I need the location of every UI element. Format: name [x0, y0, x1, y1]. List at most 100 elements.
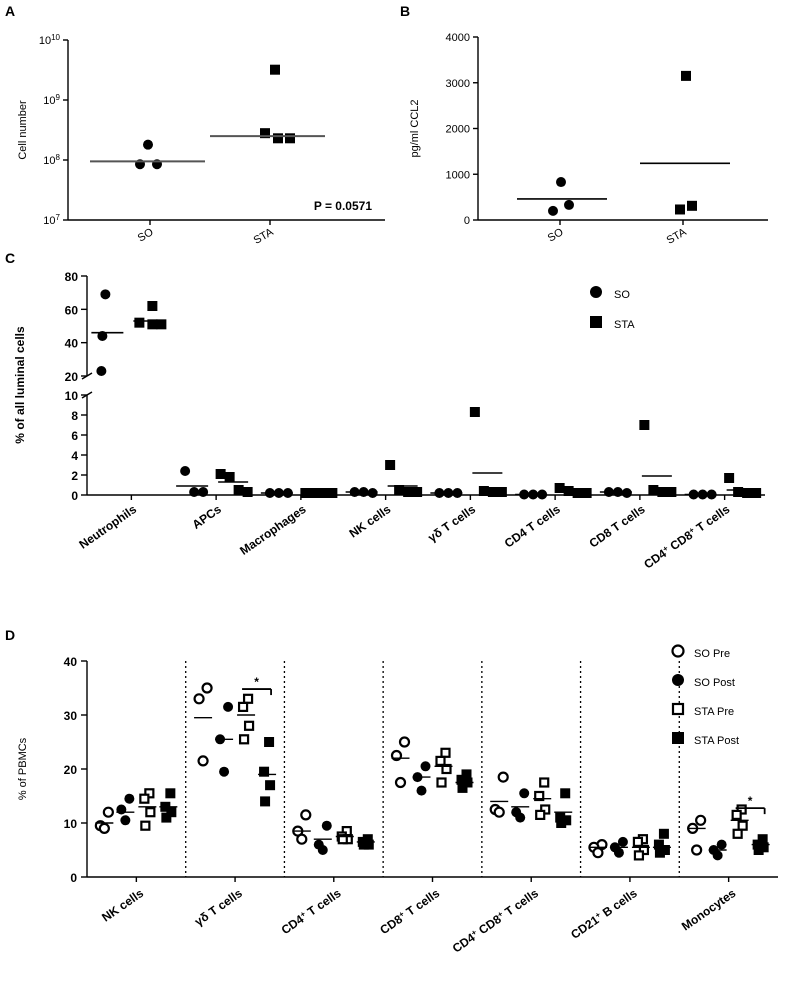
panel-d-y-axis-title: % of PBMCs [17, 737, 29, 800]
panel-d-point-sta-post [456, 774, 467, 785]
panel-d-x-tick-label: Monocytes [679, 886, 739, 934]
panel-c-point-so [100, 289, 111, 300]
panel-c-point-sta [572, 488, 583, 498]
panel-c-x-tick-label: Neutrophils [76, 502, 139, 552]
panel-d-point-so-post [420, 761, 431, 772]
panel-c-point-sta [215, 469, 226, 479]
panel-c-point-sta [666, 487, 677, 497]
panel-d-significance-star: * [254, 675, 259, 689]
panel-d-point-sta-pre [139, 793, 150, 804]
panel-d-point-so-post [120, 815, 131, 826]
panel-a-y-tick-label: 1010 [39, 33, 61, 48]
panel-d-point-sta-pre [140, 820, 151, 831]
panel-c-legend-marker [590, 286, 602, 298]
panel-d-legend-label: SO Pre [694, 648, 730, 660]
panel-c-y-tick-label: 4 [71, 449, 78, 463]
panel-c-point-sta [724, 473, 735, 483]
panel-d-point-sta-pre [145, 807, 156, 818]
panel-c-x-tick-label: CD4+ CD8+ T cells [641, 501, 733, 571]
panel-d-x-tick-label: CD21+ B cells [568, 885, 640, 941]
panel-c-x-tick-label: Macrophages [237, 502, 309, 558]
panel-b-point-so [564, 199, 574, 210]
panel-c-point-so [96, 366, 107, 376]
panel-d-point-sta-pre [632, 836, 644, 848]
panel-b-point-sta [681, 70, 691, 81]
panel-d-point-sta-pre [731, 809, 742, 821]
panel-d-legend-marker [671, 644, 685, 658]
panel-c-legend-label-sta: STA [614, 319, 635, 331]
panel-d-point-sta-pre [242, 693, 254, 704]
panel-d-point-so-post [613, 847, 624, 858]
panel-d-point-sta-post [555, 812, 566, 823]
panel-c-y-tick-label: 6 [71, 429, 78, 443]
panel-d-point-so-pre [695, 814, 707, 826]
panel-d-point-sta-pre [237, 701, 249, 713]
panel-d-point-sta-post [461, 769, 472, 780]
panel-a-y-tick-label: 108 [43, 153, 60, 168]
panel-b-y-tick-label: 3000 [446, 78, 470, 90]
panel-d-point-so-post [116, 804, 127, 815]
panel-d-point-sta-post [166, 807, 177, 818]
panel-a-point-sta [270, 64, 280, 75]
panel-c-point-sta [639, 420, 650, 430]
panel-d-y-tick-label: 0 [70, 871, 77, 885]
panel-d-point-sta-post [457, 782, 468, 793]
panel-c-label: C [5, 250, 15, 266]
panel-d-point-so-post [519, 788, 530, 799]
panel-c-y-tick-label: 40 [65, 337, 79, 351]
panel-d-y-tick-label: 30 [64, 709, 78, 723]
panel-d-point-sta-post [654, 847, 665, 858]
panel-d-point-so-post [321, 820, 332, 831]
panel-c-point-sta [242, 487, 253, 497]
panel-c-point-sta [156, 319, 167, 330]
panel-c-x-tick-label: γδ T cells [425, 502, 478, 545]
panel-d-point-sta-pre [440, 747, 451, 758]
panel-d-point-so-post [712, 850, 723, 861]
panel-d-legend-label: STA Post [694, 735, 739, 747]
panel-c-y-tick-label: 2 [71, 469, 78, 483]
panel-d-label: D [5, 627, 15, 643]
panel-c-legend-marker [590, 316, 602, 328]
panel-b-y-tick-label: 1000 [446, 169, 470, 181]
panel-d-point-sta-post [753, 845, 764, 855]
panel-c-point-sta [554, 483, 565, 493]
panel-d-point-so-post [317, 845, 328, 855]
panel-c-legend-label-so: SO [614, 289, 630, 301]
panel-c-y-tick-label: 80 [65, 270, 79, 284]
panel-c-x-tick-label: APCs [190, 502, 225, 532]
panel-c-y-tick-label: 10 [65, 389, 79, 403]
panel-d-point-sta-pre [539, 777, 550, 788]
panel-c-point-sta [233, 485, 244, 495]
panel-c-point-sta [581, 488, 592, 498]
panel-d-point-sta-pre [732, 828, 743, 839]
panel-d-point-sta-pre [436, 777, 447, 788]
panel-b-x-tick-label: SO [546, 226, 566, 245]
panel-d-point-sta-pre [337, 834, 348, 845]
panel-c-point-sta [403, 487, 414, 497]
panel-d-y-tick-label: 40 [64, 655, 78, 669]
panel-d-point-so-pre [193, 693, 205, 705]
panel-c-point-sta [657, 487, 668, 497]
panel-d-point-sta-post [757, 834, 768, 845]
panel-c-point-sta [648, 485, 659, 495]
panel-b-point-so [556, 177, 566, 188]
panel-d-y-tick-label: 10 [64, 817, 78, 831]
panel-d-point-so-pre [691, 844, 703, 856]
panel-d-point-so-post [617, 836, 628, 847]
panel-d-point-so-post [219, 766, 230, 777]
panel-d-point-so-post [716, 839, 727, 850]
panel-c-point-sta [478, 486, 489, 496]
panel-b-label: B [400, 3, 410, 19]
panel-c-x-tick-label: CD4 T cells [502, 502, 563, 551]
panel-a-p-value: P = 0.0571 [314, 199, 372, 213]
panel-c-y-tick-label: 0 [71, 489, 78, 503]
panel-d-point-so-pre [197, 755, 209, 767]
panel-d-x-tick-label: CD8+ T cells [377, 885, 442, 937]
panel-d-point-sta-post [264, 737, 275, 747]
panel-d-point-so-pre [300, 809, 312, 821]
panel-c-point-sta [147, 319, 158, 330]
panel-a-point-so [143, 139, 153, 150]
panel-d-significance-star: * [748, 794, 753, 808]
panel-d-point-so-post [515, 812, 526, 823]
panel-d-x-tick-label: CD4+ CD8+ T cells [450, 885, 542, 955]
